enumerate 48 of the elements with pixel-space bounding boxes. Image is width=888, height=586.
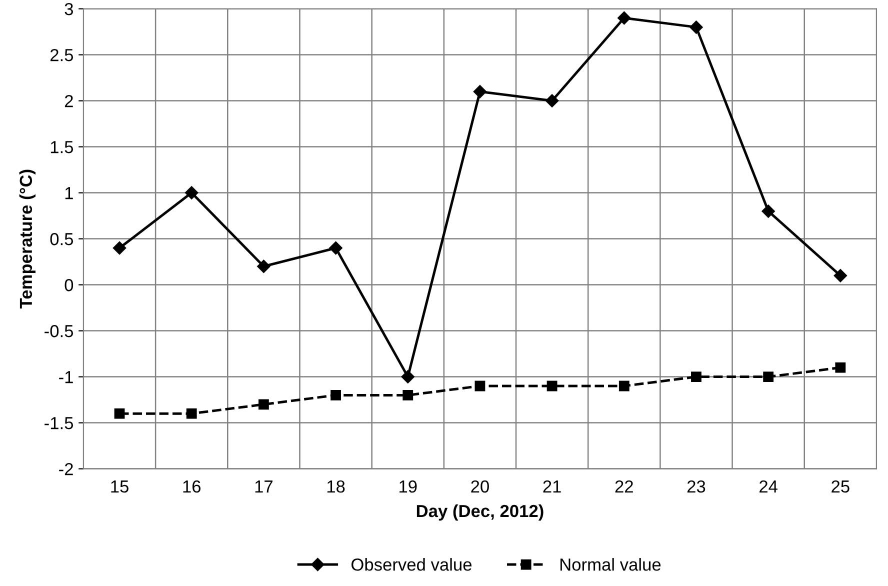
y-tick-label: -1 [59, 371, 73, 384]
point [330, 390, 341, 400]
point [258, 399, 269, 410]
point [329, 241, 342, 255]
point [834, 269, 847, 282]
point [835, 362, 846, 373]
point [114, 408, 125, 419]
point [763, 372, 774, 382]
point [546, 380, 558, 392]
x-axis-title: Day (Dec, 2012) [416, 504, 544, 521]
point [545, 94, 559, 108]
point [618, 380, 630, 392]
y-tick-label: 1 [65, 187, 73, 200]
point [186, 408, 197, 419]
x-tick-label: 24 [760, 480, 778, 492]
x-tick-label: 15 [111, 480, 128, 493]
x-tick-label: 17 [255, 480, 272, 492]
x-tick-label: 22 [615, 480, 633, 492]
y-axis-title: Temperature (°C) [19, 170, 36, 308]
x-tick-label: 23 [687, 480, 706, 493]
y-tick-label: -0.5 [44, 324, 74, 338]
point [257, 260, 270, 273]
point [112, 241, 126, 255]
y-tick-label: 2.5 [50, 48, 74, 62]
y-tick-label: -1.5 [44, 417, 74, 430]
y-tick-label: -2 [59, 462, 73, 476]
point [473, 85, 487, 98]
point [691, 372, 702, 382]
x-tick-label: 18 [327, 480, 345, 493]
y-tick-label: 1.5 [50, 141, 74, 154]
legend-label: Normal value [560, 558, 661, 571]
y-tick-label: 3 [64, 2, 73, 16]
x-tick-label: 25 [832, 480, 850, 493]
x-tick-label: 20 [471, 480, 489, 493]
point [474, 380, 486, 392]
x-tick-label: 21 [543, 480, 561, 492]
point [401, 370, 414, 384]
y-tick-label: 0.5 [50, 232, 74, 246]
point [402, 390, 414, 400]
y-tick-label: 0 [64, 278, 74, 292]
point [185, 186, 198, 200]
x-tick-label: 16 [183, 480, 200, 493]
legend-label: Observed value [351, 558, 472, 571]
point [618, 11, 631, 25]
y-tick-label: 2 [64, 94, 73, 108]
x-tick-label: 19 [400, 480, 417, 493]
point [690, 20, 703, 34]
point [762, 204, 775, 218]
